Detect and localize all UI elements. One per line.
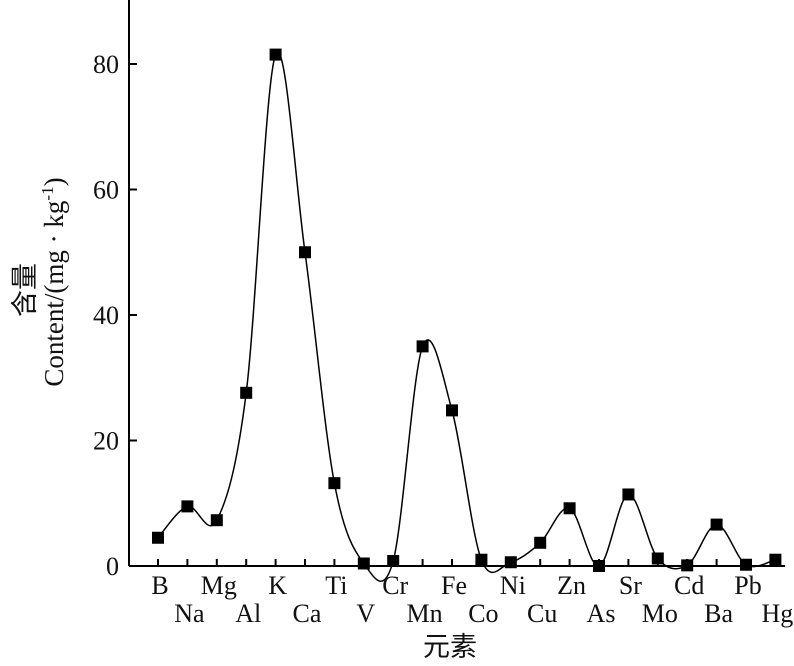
data-point-As xyxy=(593,560,605,572)
data-point-Cu xyxy=(534,536,547,549)
x-tick-label: Mg xyxy=(201,571,237,600)
x-tick-label: Co xyxy=(468,599,498,628)
y-tick-label: 40 xyxy=(93,301,119,330)
data-markers-group xyxy=(152,48,782,572)
x-tick-label: Ba xyxy=(704,599,733,628)
x-tick-label: Fe xyxy=(441,571,467,600)
data-point-Na xyxy=(181,500,194,513)
data-point-Cr xyxy=(387,554,400,567)
data-point-K xyxy=(269,48,282,61)
x-tick-label: Ca xyxy=(293,599,322,628)
data-point-Sr xyxy=(622,488,635,501)
axes xyxy=(128,0,785,567)
data-point-Ba xyxy=(710,518,723,531)
x-axis-title: 元素 xyxy=(423,632,477,662)
x-tick-label: As xyxy=(587,599,616,628)
data-curve-group xyxy=(157,51,776,582)
x-tick-label: K xyxy=(268,571,287,600)
data-point-Al xyxy=(240,386,253,399)
data-point-Cd xyxy=(681,559,694,572)
x-tick-label: Al xyxy=(235,599,261,628)
x-tick-label: V xyxy=(356,599,375,628)
x-tick-label: Cu xyxy=(527,599,557,628)
x-tick-label: Ti xyxy=(325,571,347,600)
data-point-Zn xyxy=(563,502,576,515)
data-point-Mg xyxy=(210,514,223,527)
y-axis-title-sup: -1 xyxy=(38,186,57,200)
series-line xyxy=(157,51,776,582)
x-tick-label: Zn xyxy=(557,571,586,600)
x-tick-label: Hg xyxy=(762,599,794,628)
data-point-Pb xyxy=(740,558,752,571)
x-tick-label: Cd xyxy=(674,571,704,600)
x-tick-label: Na xyxy=(174,599,205,628)
x-tick-label: B xyxy=(151,571,168,600)
data-point-Hg xyxy=(769,553,782,566)
x-tick-label: Mn xyxy=(407,599,443,628)
data-point-Ti xyxy=(328,477,341,490)
y-axis-title-cn: 含量 xyxy=(10,263,40,317)
y-tick-labels: 0 20 40 60 80 xyxy=(93,50,119,581)
x-tick-label: Sr xyxy=(619,571,642,600)
x-tick-label: Cr xyxy=(382,571,408,600)
y-axis-title-en: Content/(mg · kg-1) xyxy=(38,177,69,386)
data-point-Ni xyxy=(504,556,517,569)
data-point-V xyxy=(357,557,370,570)
y-tick-label: 0 xyxy=(106,552,119,581)
y-tick-label: 20 xyxy=(93,427,119,456)
y-tick-label: 60 xyxy=(93,176,119,205)
x-tick-label: Pb xyxy=(734,571,761,600)
data-point-B xyxy=(152,531,164,544)
x-tick-label: Ni xyxy=(500,571,526,600)
data-point-Fe xyxy=(446,404,458,417)
data-point-Mo xyxy=(651,552,664,565)
x-tick-label: Mo xyxy=(642,599,678,628)
data-point-Co xyxy=(475,553,488,566)
data-point-Ca xyxy=(299,246,311,259)
y-tick-label: 80 xyxy=(93,50,119,79)
data-point-Mn xyxy=(416,340,429,353)
